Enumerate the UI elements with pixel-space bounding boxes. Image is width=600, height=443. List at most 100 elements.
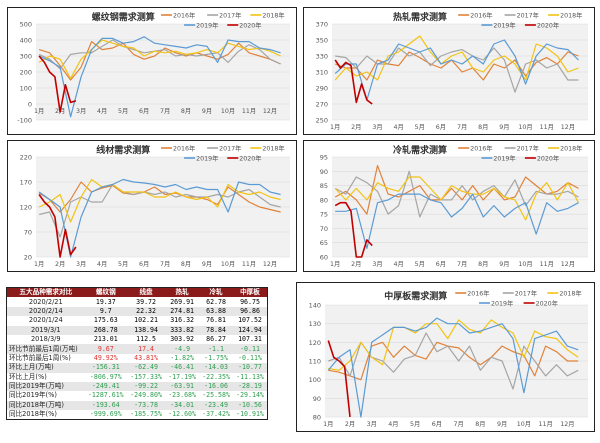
- y-tick-label: 400: [20, 37, 32, 45]
- y-tick-label: 250: [316, 117, 328, 125]
- x-tick-label: 4月: [97, 260, 107, 268]
- x-tick-label: 7月: [457, 123, 467, 131]
- x-tick-label: 7月: [454, 420, 464, 428]
- table-cell: 19.37: [95, 297, 116, 306]
- table-row: 同比2019年(%) -1287.61% -249.80% -23.68% -25.58…: [7, 391, 268, 400]
- legend-label: 2019年: [196, 154, 218, 163]
- x-tick-label: 1月: [34, 107, 44, 115]
- demand-comparison-table: 五大品种需求对比 螺纹钢 线盘 热轧 冷轧 中厚板 2020/2/21 19.37 39.72 2…: [6, 287, 268, 421]
- x-tick-label: 11月: [538, 420, 552, 428]
- y-tick-label: 65: [320, 239, 328, 247]
- x-tick-label: 12月: [263, 260, 277, 268]
- x-tick-label: 5月: [118, 260, 128, 268]
- table-row: 2020/1/24 175.63 102.21 316.32 76.81 107.52: [7, 316, 268, 325]
- table-cell: 17.4: [126, 344, 166, 354]
- table-row: 同比2018年(%) -999.69% -185.75% -12.60% -37.42%…: [7, 410, 268, 420]
- table-cell: 213.01: [93, 335, 118, 344]
- series-line-2018: [38, 178, 281, 223]
- y-tick-label: 20: [24, 254, 32, 262]
- table-row: 同比2018年(万吨) -193.64 -73.78 -34.01 -23.49 -10.…: [6, 400, 268, 411]
- series-line-2019: [334, 39, 579, 101]
- table-row: 2020/2/14 9.7 22.32 274.81 63.88 96.86: [6, 306, 268, 317]
- table-cell: -14.03: [199, 363, 233, 373]
- chart-svg: 80 90 100 110 120 130 140 1月 2月 3月 4月 5月 6月 7月 8月 9月 10月…: [309, 289, 588, 428]
- y-tick-label: 110: [309, 358, 321, 366]
- legend-label: 2019年: [493, 154, 515, 163]
- legend-label: 2020年: [239, 21, 261, 30]
- table-cell: -10.77: [232, 363, 268, 373]
- y-tick-label: 90: [320, 168, 328, 176]
- x-tick-label: 6月: [139, 107, 149, 115]
- y-tick-label: 80: [320, 196, 328, 204]
- series-line-2020: [334, 59, 373, 105]
- plate-demand-chart: 80 90 100 110 120 130 140 1月 2月 3月 4月 5月 6月 7月 8月 9月 10月…: [296, 282, 595, 432]
- table-cell: -28.19: [232, 381, 268, 392]
- legend-label: 2017年: [515, 289, 537, 298]
- row-label: 2018/3/9: [30, 335, 61, 344]
- legend-label: 2018年: [262, 11, 284, 20]
- row-label: 环比节前最后1周(%): [9, 353, 71, 362]
- x-tick-label: 8月: [181, 260, 191, 268]
- table-cell: 86.27: [206, 335, 226, 344]
- series-line-2019: [38, 36, 281, 118]
- x-tick-label: 10月: [518, 123, 532, 131]
- x-tick-label: 9月: [499, 260, 509, 268]
- series-line-2020: [38, 55, 77, 113]
- x-tick-label: 12月: [561, 260, 575, 268]
- table-cell: 333.82: [165, 325, 200, 335]
- x-tick-label: 5月: [415, 123, 425, 131]
- legend-label: 2020年: [537, 21, 559, 30]
- chart-title: 线材需求测算: [96, 144, 150, 156]
- x-tick-label: 5月: [118, 107, 128, 115]
- y-tick-label: 310: [316, 69, 328, 77]
- legend-label: 2019年: [196, 21, 218, 30]
- table-cell: -0.11: [232, 344, 268, 354]
- legend-label: 2016年: [470, 144, 492, 153]
- chart-title: 冷轧需求测算: [393, 144, 447, 156]
- x-tick-label: 11月: [540, 260, 554, 268]
- series-line-2020: [327, 340, 351, 418]
- y-tick-label: 85: [320, 182, 328, 190]
- table-cell: -16.06: [199, 381, 233, 392]
- table-cell: 96.75: [240, 297, 260, 306]
- table-cell: 274.81: [165, 306, 200, 317]
- x-tick-label: 6月: [139, 260, 149, 268]
- table-cell: -10.91%: [236, 410, 264, 419]
- series-line-2020: [38, 194, 77, 258]
- row-label: 2020/1/24: [28, 316, 63, 325]
- x-tick-label: 3月: [367, 420, 377, 428]
- y-tick-label: 270: [316, 101, 328, 109]
- y-tick-label: 100: [309, 376, 321, 384]
- table-cell: 107.31: [238, 335, 262, 344]
- column-header: 五大品种需求对比: [6, 287, 85, 298]
- row-label: 同比2019年(%): [9, 391, 57, 400]
- series-line-2018: [334, 35, 579, 81]
- row-label: 同比2019年(万吨): [6, 381, 85, 392]
- x-tick-label: 12月: [560, 420, 574, 428]
- table-cell: -249.80%: [130, 391, 162, 400]
- x-tick-label: 3月: [76, 107, 86, 115]
- row-label: 2019/3/1: [6, 325, 85, 335]
- table-cell: -1.1: [199, 344, 233, 354]
- column-header: 中厚板: [232, 287, 268, 298]
- table-cell: 107.52: [238, 316, 262, 325]
- table-cell: 102.21: [134, 316, 158, 325]
- hot-rolled-demand-chart: 250 270 290 310 330 350 370 1月 2月 3月 4月 5月 6月 7月 8月 9月 1…: [303, 7, 595, 135]
- table-cell: -185.75%: [130, 410, 162, 419]
- x-tick-label: 6月: [436, 260, 446, 268]
- series-line-2016: [334, 165, 579, 215]
- table-header-row: 五大品种需求对比 螺纹钢 线盘 热轧 冷轧 中厚板: [6, 287, 268, 298]
- chart-svg: 60 65 70 75 80 85 90 95 1月 2月 3月 4月 5月 6月 7月 8月 9月 10月 11月…: [320, 144, 588, 268]
- table-cell: -4.9: [165, 344, 200, 354]
- table-row: 2020/2/21 19.37 39.72 269.91 62.78 96.75: [7, 297, 268, 306]
- y-tick-label: 80: [313, 414, 321, 422]
- table-row: 环比节前最后1周(%) 49.92% 43.81% -1.82% -1.75% -0.11…: [7, 354, 268, 363]
- column-header: 冷轧: [199, 287, 233, 298]
- series-line-2018: [334, 176, 580, 221]
- y-tick-label: 60: [320, 254, 328, 262]
- y-tick-label: 500: [20, 21, 32, 29]
- x-tick-label: 7月: [160, 260, 170, 268]
- legend-label: 2020年: [536, 299, 558, 308]
- table-cell: -157.33%: [130, 372, 162, 381]
